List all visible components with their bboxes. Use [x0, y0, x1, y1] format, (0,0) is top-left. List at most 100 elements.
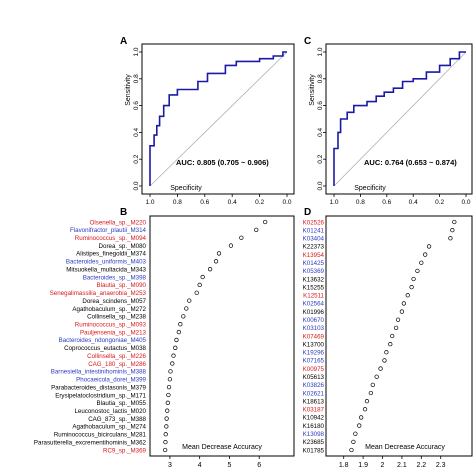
category-label: Agathobaculum_sp._M274	[72, 424, 146, 431]
category-label: Blautia_sp._M055	[96, 400, 146, 407]
data-point	[419, 260, 424, 265]
data-point	[390, 333, 395, 339]
category-label: Collinsella_sp._M238	[87, 314, 146, 321]
category-labels: Olsenella_sp._M220Flavonifractor_plautii…	[34, 219, 147, 454]
category-label: Senegalimassilia_anaerobia_M253	[50, 290, 147, 297]
x-tick-label: 0.6	[382, 199, 391, 206]
data-point	[162, 447, 168, 453]
x-tick-label: 2.3	[436, 462, 446, 469]
category-label: Pauljensenia_sp._M213	[80, 329, 147, 336]
category-label: K00975	[303, 366, 325, 373]
x-tick-label: 1.9	[358, 462, 368, 469]
data-point	[411, 276, 416, 282]
category-label: K02564	[303, 301, 325, 308]
panel-letter-d: D	[304, 207, 311, 218]
data-point	[353, 431, 358, 436]
data-point	[351, 439, 356, 445]
y-tick-label: 0.8	[133, 74, 140, 83]
category-label: K05369	[303, 268, 325, 275]
category-label: Blautia_sp._M090	[96, 282, 146, 289]
data-point	[395, 317, 401, 322]
category-label: RC9_sp._M369	[103, 447, 147, 454]
y-tick-label: 0.0	[317, 181, 324, 190]
x-tick-label: 5	[227, 462, 231, 469]
category-label: K16180	[303, 423, 325, 430]
category-label: Ruminococcus_sp._M094	[75, 235, 147, 242]
x-tick-label: 2.2	[416, 462, 426, 469]
category-label: Collinsella_sp._M226	[87, 353, 146, 360]
category-label: Dorea_scindens_M057	[82, 298, 146, 305]
x-axis-label: Mean Decrease Accuracy	[182, 444, 262, 451]
panel-letter-c: C	[304, 36, 311, 47]
panel-letter-b: B	[120, 207, 127, 218]
data-point	[359, 415, 364, 420]
data-point	[384, 350, 389, 355]
data-point	[409, 284, 414, 290]
category-label: Barnesiella_intestinihominis_M388	[51, 369, 147, 376]
category-label: K03187	[303, 407, 325, 414]
category-label: K01425	[303, 260, 325, 267]
x-tick-label: 0.2	[435, 199, 444, 206]
data-point	[357, 423, 362, 428]
data-point	[216, 251, 222, 256]
points	[349, 219, 457, 453]
category-label: Parabacteroides_distasonis_M379	[51, 384, 146, 391]
x-axis-label: Specificity	[354, 185, 386, 192]
x-tick-label: 2	[381, 462, 385, 469]
data-point	[368, 390, 374, 396]
data-point	[170, 361, 175, 366]
roc-panel-a: 0.0 0.2 0.4 0.6 0.8 1.0 1.0 0.8 0.6 0.4 0.2 0.0 Se…	[125, 43, 295, 206]
x-tick-label: 0.2	[255, 199, 264, 206]
data-point	[370, 382, 375, 388]
data-point	[452, 219, 457, 225]
x-tick-label: 1.8	[339, 462, 349, 469]
category-label: K02621	[303, 390, 325, 397]
data-point	[178, 322, 183, 327]
category-label: K22373	[303, 244, 325, 251]
data-point	[382, 358, 387, 363]
x-axis-ticks: 1.0 0.8 0.6 0.4 0.2 0.0	[145, 194, 292, 206]
data-point	[399, 309, 405, 314]
category-label: K01241	[303, 227, 325, 234]
data-point	[405, 293, 410, 298]
category-label: K01996	[303, 309, 325, 316]
x-axis-ticks: 1.8 1.9 2 2.1 2.2 2.3	[339, 456, 446, 469]
x-axis-ticks: 3 4 5 6	[168, 456, 261, 469]
data-point	[164, 424, 169, 429]
data-point	[423, 252, 428, 257]
data-point	[166, 384, 172, 390]
roc-panel-c: 0.0 0.2 0.4 0.6 0.8 1.0 1.0 0.8 0.6 0.4 0.2 0.0 Se…	[309, 43, 473, 206]
category-label: K00670	[303, 317, 325, 324]
category-label: Coprococcus_eutactus_M038	[64, 345, 146, 352]
category-label: Olsenella_sp._M220	[90, 219, 147, 226]
auc-annotation: AUC: 0.805 (0.705 ~ 0.906)	[176, 158, 269, 167]
data-point	[163, 432, 168, 437]
data-point	[168, 369, 173, 374]
category-label: Bacteroides_ndongoniae_M405	[59, 337, 147, 344]
data-point	[171, 353, 176, 358]
category-label: Leuconostoc_lactis_M020	[74, 408, 146, 415]
y-tick-label: 0.6	[317, 101, 324, 110]
data-point	[174, 337, 179, 343]
x-tick-label: 0.6	[200, 199, 209, 206]
category-label: K13632	[303, 276, 325, 283]
importance-panel-b: Olsenella_sp._M220Flavonifractor_plautii…	[34, 215, 295, 469]
y-tick-label: 0.2	[317, 154, 324, 163]
y-tick-label: 1.0	[133, 47, 140, 56]
roc-curve	[333, 51, 466, 186]
data-point	[164, 416, 169, 421]
x-tick-label: 2.1	[397, 462, 407, 469]
data-point	[165, 400, 170, 405]
panel-letter-a: A	[120, 36, 127, 47]
plot-frame	[141, 43, 295, 195]
data-point	[263, 219, 268, 225]
data-point	[167, 377, 173, 382]
category-label: K18613	[303, 398, 325, 405]
category-label: K07469	[303, 333, 325, 340]
y-axis-label: Sensitivity	[309, 74, 316, 106]
category-label: K07165	[303, 358, 325, 365]
data-point	[207, 267, 213, 272]
data-point	[426, 244, 432, 249]
x-axis-label: Specificity	[170, 185, 202, 192]
